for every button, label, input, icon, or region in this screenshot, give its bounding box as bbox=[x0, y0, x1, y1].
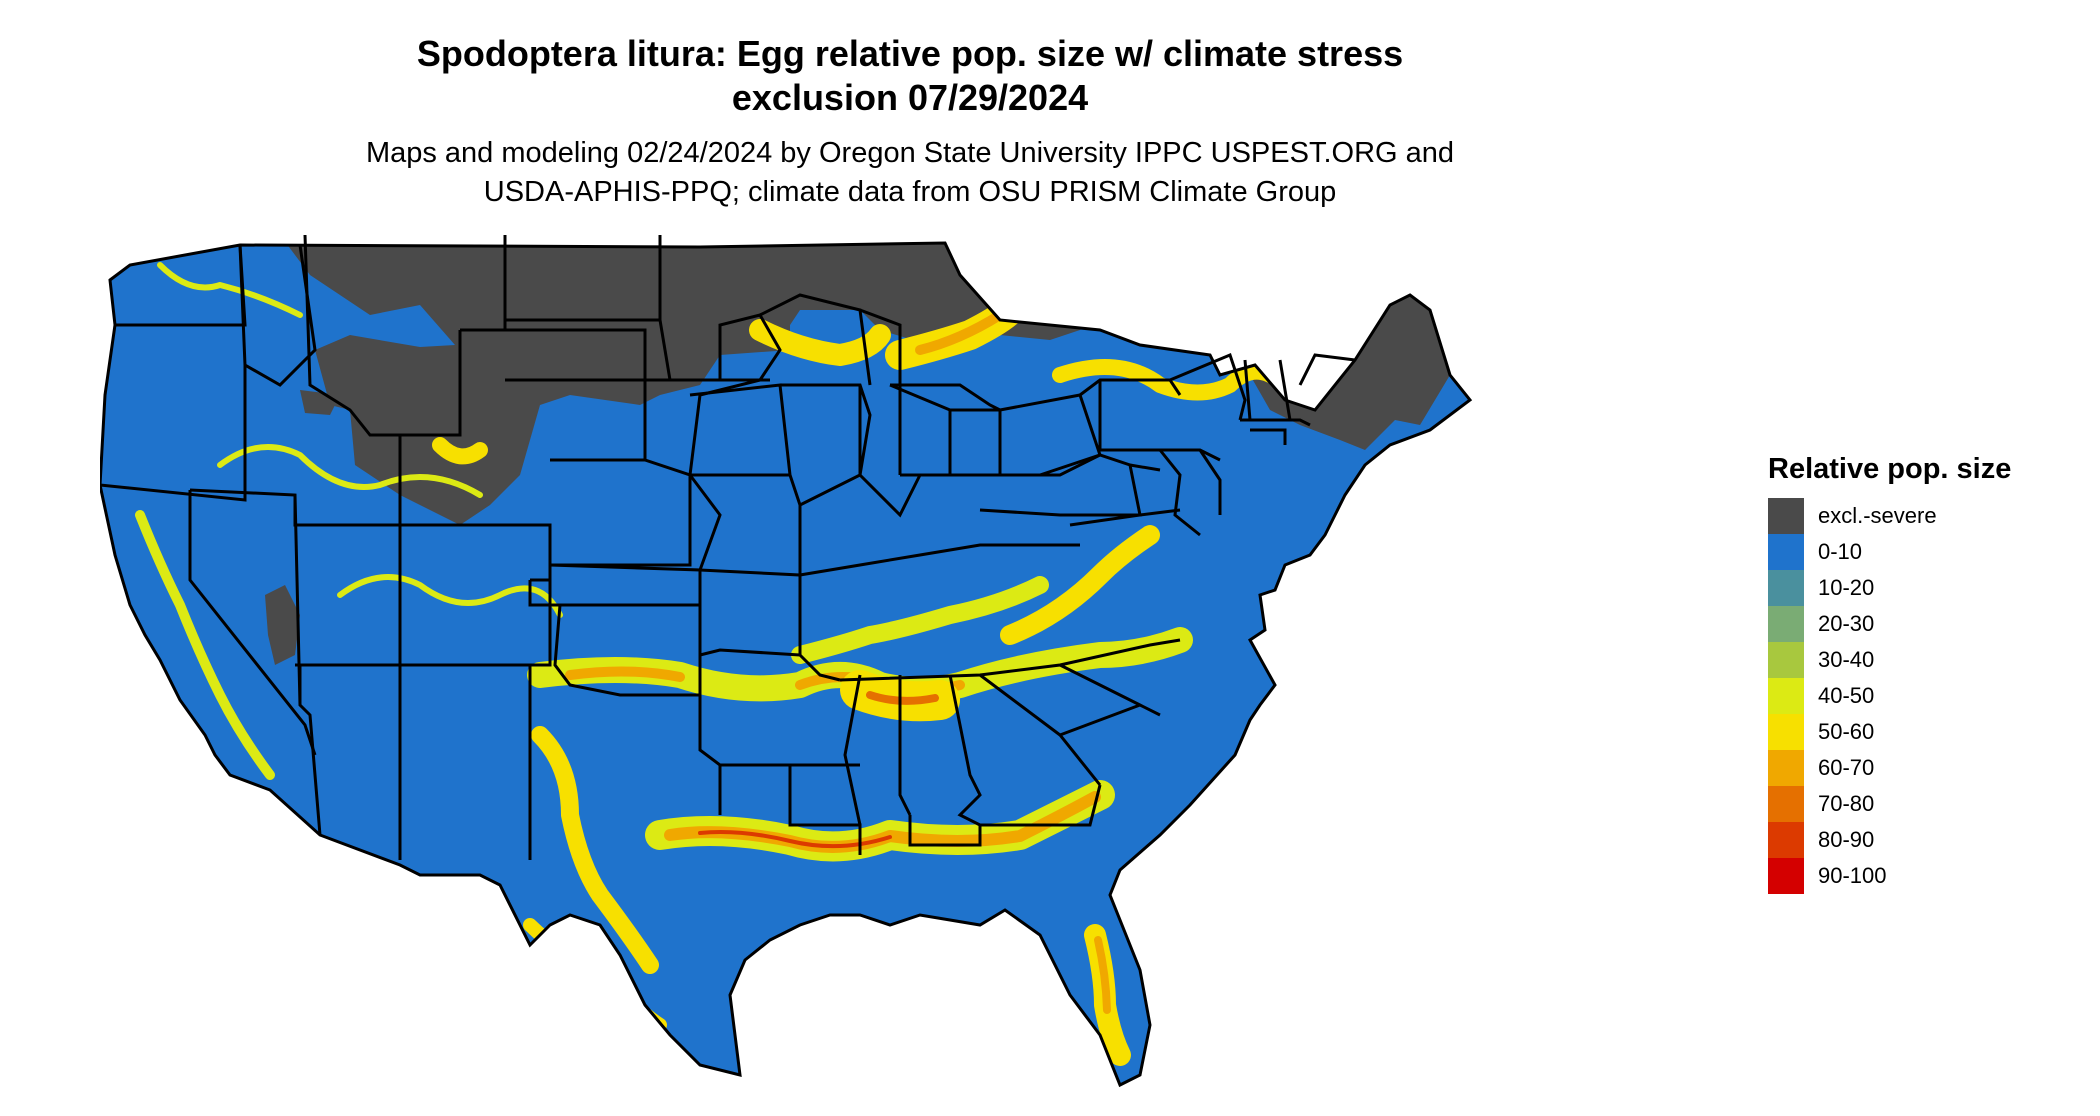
band-west-scatter-1 bbox=[157, 262, 303, 318]
legend-title: Relative pop. size bbox=[1768, 453, 2012, 485]
legend-label: 10-20 bbox=[1818, 575, 1875, 600]
legend-swatch bbox=[1768, 606, 1804, 642]
legend-item: 20-30 bbox=[1768, 606, 2011, 642]
legend-swatch bbox=[1768, 678, 1804, 714]
legend-label: 80-90 bbox=[1818, 827, 1875, 852]
legend-label: 60-70 bbox=[1818, 755, 1875, 780]
band-florida-core bbox=[1094, 936, 1111, 1014]
legend-swatch bbox=[1768, 534, 1804, 570]
legend-swatch bbox=[1768, 570, 1804, 606]
legend-swatch bbox=[1768, 750, 1804, 786]
legend-label: 50-60 bbox=[1818, 719, 1875, 744]
legend: Relative pop. size excl.-severe 0-10 10-20… bbox=[1768, 453, 2011, 894]
legend-items: excl.-severe 0-10 10-20 20-30 30-40 40-50 50-6… bbox=[1768, 498, 2011, 894]
legend-swatch bbox=[1768, 714, 1804, 750]
subtitle-line-2: USDA-APHIS-PPQ; climate data from OSU PR… bbox=[483, 176, 1337, 208]
legend-item: 90-100 bbox=[1768, 858, 2011, 894]
state-boundaries bbox=[100, 235, 1472, 1087]
legend-label: 70-80 bbox=[1818, 791, 1875, 816]
legend-item: 30-40 bbox=[1768, 642, 2011, 678]
band-colorado-patch bbox=[432, 437, 488, 465]
legend-label: excl.-severe bbox=[1818, 503, 1937, 528]
legend-label: 0-10 bbox=[1818, 539, 1863, 564]
legend-swatch bbox=[1768, 642, 1804, 678]
legend-item: 10-20 bbox=[1768, 570, 2011, 606]
legend-item: 50-60 bbox=[1768, 714, 2011, 750]
legend-item: 40-50 bbox=[1768, 678, 2011, 714]
title-line-1: Spodoptera litura: Egg relative pop. siz… bbox=[416, 33, 1404, 74]
legend-swatch bbox=[1768, 786, 1804, 822]
title-line-2: exclusion 07/29/2024 bbox=[731, 77, 1089, 118]
legend-label: 90-100 bbox=[1818, 863, 1887, 888]
legend-swatch bbox=[1768, 858, 1804, 894]
legend-item: excl.-severe bbox=[1768, 498, 2011, 534]
us-map bbox=[100, 235, 1472, 1087]
band-california-central bbox=[135, 510, 275, 780]
legend-item: 60-70 bbox=[1768, 750, 2011, 786]
legend-label: 20-30 bbox=[1818, 611, 1875, 636]
band-west-scatter-2 bbox=[217, 444, 483, 498]
legend-item: 0-10 bbox=[1768, 534, 2011, 570]
legend-swatch bbox=[1768, 498, 1804, 534]
band-west-scatter-3 bbox=[337, 574, 563, 618]
legend-item: 80-90 bbox=[1768, 822, 2011, 858]
map-title: Spodoptera litura: Egg relative pop. siz… bbox=[210, 32, 1610, 120]
legend-label: 40-50 bbox=[1818, 683, 1875, 708]
band-michigan-core bbox=[915, 310, 1005, 355]
band-ohio-valley bbox=[791, 576, 1049, 664]
band-upper-midwest bbox=[749, 319, 891, 366]
excluded-patch-nevada bbox=[265, 585, 300, 665]
legend-item: 70-80 bbox=[1768, 786, 2011, 822]
legend-swatch bbox=[1768, 822, 1804, 858]
band-texas bbox=[531, 726, 659, 974]
legend-label: 30-40 bbox=[1818, 647, 1875, 672]
excluded-zone-new-england bbox=[1250, 295, 1450, 450]
map-subtitle: Maps and modeling 02/24/2024 by Oregon S… bbox=[210, 134, 1610, 212]
subtitle-line-1: Maps and modeling 02/24/2024 by Oregon S… bbox=[365, 137, 1455, 169]
band-virginia bbox=[1000, 525, 1160, 645]
